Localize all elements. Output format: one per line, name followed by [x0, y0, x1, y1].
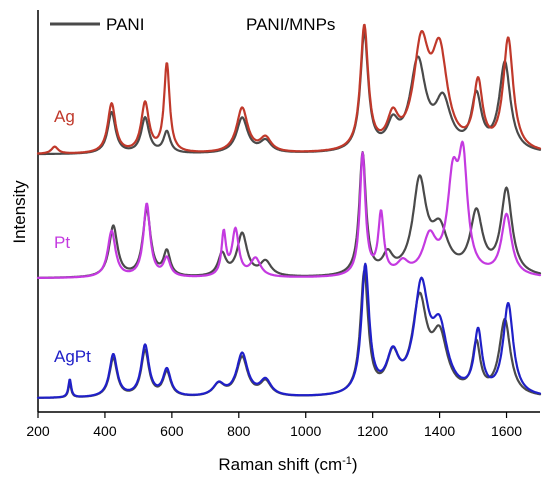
panel-label-pt: Pt [54, 233, 70, 252]
x-tick-label-1200: 1200 [357, 423, 388, 439]
x-tick-label-200: 200 [26, 423, 50, 439]
legend: PANI PANI/MNPs [50, 15, 335, 34]
trace-pani-pt-np [36, 140, 542, 279]
spectra-traces [36, 23, 542, 399]
x-axis-title: Raman shift (cm-1) [218, 455, 357, 474]
trace-pani-ag [36, 30, 542, 156]
trace-pani-agpt-np [36, 262, 542, 399]
x-tick-label-1600: 1600 [491, 423, 522, 439]
x-tick-label-1000: 1000 [290, 423, 321, 439]
legend-label-pani-mnps: PANI/MNPs [246, 15, 335, 34]
trace-pani-pt [36, 151, 542, 279]
x-tick-label-600: 600 [160, 423, 184, 439]
y-axis-title: Intensity [10, 180, 29, 244]
panel-label-agpt: AgPt [54, 347, 91, 366]
x-axis-title-sup: -1 [342, 455, 352, 467]
x-axis-title-main: Raman shift (cm [218, 455, 342, 474]
panel-label-ag: Ag [54, 107, 75, 126]
x-ticks: 200 400 600 800 1000 1200 1400 1600 [26, 412, 522, 439]
x-tick-label-800: 800 [227, 423, 251, 439]
x-axis-title-close: ) [352, 455, 358, 474]
x-tick-label-400: 400 [93, 423, 117, 439]
legend-label-pani: PANI [106, 15, 144, 34]
trace-pani-ag-np [36, 23, 542, 155]
x-tick-label-1400: 1400 [424, 423, 455, 439]
